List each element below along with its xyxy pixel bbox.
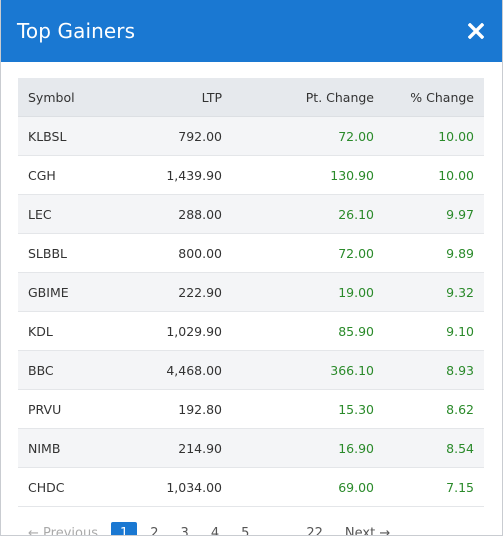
cell-pt-change: 16.90 xyxy=(232,428,384,468)
table-row[interactable]: CGH 1,439.90 130.90 10.00 xyxy=(18,155,484,195)
cell-symbol: CGH xyxy=(18,155,126,195)
cell-symbol: PRVU xyxy=(18,389,126,429)
cell-pt-change: 85.90 xyxy=(232,311,384,351)
cell-ltp: 1,029.90 xyxy=(126,311,232,351)
cell-pct-change: 10.00 xyxy=(384,116,484,156)
cell-symbol: CHDC xyxy=(18,467,126,507)
pagination-next[interactable]: Next → xyxy=(344,526,391,536)
table-row[interactable]: KLBSL 792.00 72.00 10.00 xyxy=(18,116,484,156)
pagination-page-5[interactable]: 5 xyxy=(241,526,250,536)
cell-ltp: 214.90 xyxy=(126,428,232,468)
gainers-table-wrap: Symbol LTP Pt. Change % Change KLBSL 792.… xyxy=(18,78,484,507)
pagination-page-22[interactable]: 22 xyxy=(306,526,323,536)
pagination-previous[interactable]: ← Previous xyxy=(28,526,98,536)
cell-pt-change: 366.10 xyxy=(232,350,384,390)
close-button[interactable] xyxy=(464,19,488,43)
cell-symbol: GBIME xyxy=(18,272,126,312)
cell-symbol: LEC xyxy=(18,194,126,234)
cell-ltp: 4,468.00 xyxy=(126,350,232,390)
cell-pt-change: 72.00 xyxy=(232,233,384,273)
table-header-row: Symbol LTP Pt. Change % Change xyxy=(18,78,484,117)
cell-ltp: 1,439.90 xyxy=(126,155,232,195)
cell-pt-change: 69.00 xyxy=(232,467,384,507)
cell-symbol: KDL xyxy=(18,311,126,351)
cell-ltp: 792.00 xyxy=(126,116,232,156)
cell-ltp: 288.00 xyxy=(126,194,232,234)
table-row[interactable]: PRVU 192.80 15.30 8.62 xyxy=(18,389,484,429)
cell-pct-change: 7.15 xyxy=(384,467,484,507)
cell-ltp: 192.80 xyxy=(126,389,232,429)
cell-pt-change: 19.00 xyxy=(232,272,384,312)
pagination-page-4[interactable]: 4 xyxy=(210,526,220,536)
cell-ltp: 222.90 xyxy=(126,272,232,312)
gainers-table: Symbol LTP Pt. Change % Change KLBSL 792.… xyxy=(18,78,484,507)
cell-pct-change: 10.00 xyxy=(384,155,484,195)
cell-symbol: KLBSL xyxy=(18,116,126,156)
table-row[interactable]: LEC 288.00 26.10 9.97 xyxy=(18,194,484,234)
column-header-symbol[interactable]: Symbol xyxy=(18,78,126,117)
column-header-pct-change[interactable]: % Change xyxy=(384,78,484,117)
table-row[interactable]: NIMB 214.90 16.90 8.54 xyxy=(18,428,484,468)
cell-pct-change: 9.32 xyxy=(384,272,484,312)
modal-title: Top Gainers xyxy=(17,19,136,43)
cell-pct-change: 9.89 xyxy=(384,233,484,273)
modal-header: Top Gainers xyxy=(1,0,502,62)
cell-pct-change: 8.62 xyxy=(384,389,484,429)
pagination-page-2[interactable]: 2 xyxy=(150,526,159,536)
cell-pct-change: 8.93 xyxy=(384,350,484,390)
table-row[interactable]: KDL 1,029.90 85.90 9.10 xyxy=(18,311,484,351)
table-row[interactable]: CHDC 1,034.00 69.00 7.15 xyxy=(18,467,484,507)
cell-symbol: NIMB xyxy=(18,428,126,468)
cell-ltp: 1,034.00 xyxy=(126,467,232,507)
table-row[interactable]: GBIME 222.90 19.00 9.32 xyxy=(18,272,484,312)
column-header-pt-change[interactable]: Pt. Change xyxy=(232,78,384,117)
cell-pct-change: 9.10 xyxy=(384,311,484,351)
cell-pct-change: 8.54 xyxy=(384,428,484,468)
table-row[interactable]: SLBBL 800.00 72.00 9.89 xyxy=(18,233,484,273)
table-row[interactable]: BBC 4,468.00 366.10 8.93 xyxy=(18,350,484,390)
cell-pt-change: 15.30 xyxy=(232,389,384,429)
column-header-ltp[interactable]: LTP xyxy=(126,78,232,117)
close-icon xyxy=(468,23,484,39)
pagination: ← Previous 1 2 3 4 5 … 22 Next → xyxy=(19,522,403,536)
cell-symbol: BBC xyxy=(18,350,126,390)
cell-pct-change: 9.97 xyxy=(384,194,484,234)
cell-symbol: SLBBL xyxy=(18,233,126,273)
cell-ltp: 800.00 xyxy=(126,233,232,273)
pagination-page-3[interactable]: 3 xyxy=(180,526,189,536)
pagination-page-1[interactable]: 1 xyxy=(110,522,138,535)
cell-pt-change: 26.10 xyxy=(232,194,384,234)
cell-pt-change: 72.00 xyxy=(232,116,384,156)
pagination-ellipsis: … xyxy=(271,526,285,536)
cell-pt-change: 130.90 xyxy=(232,155,384,195)
